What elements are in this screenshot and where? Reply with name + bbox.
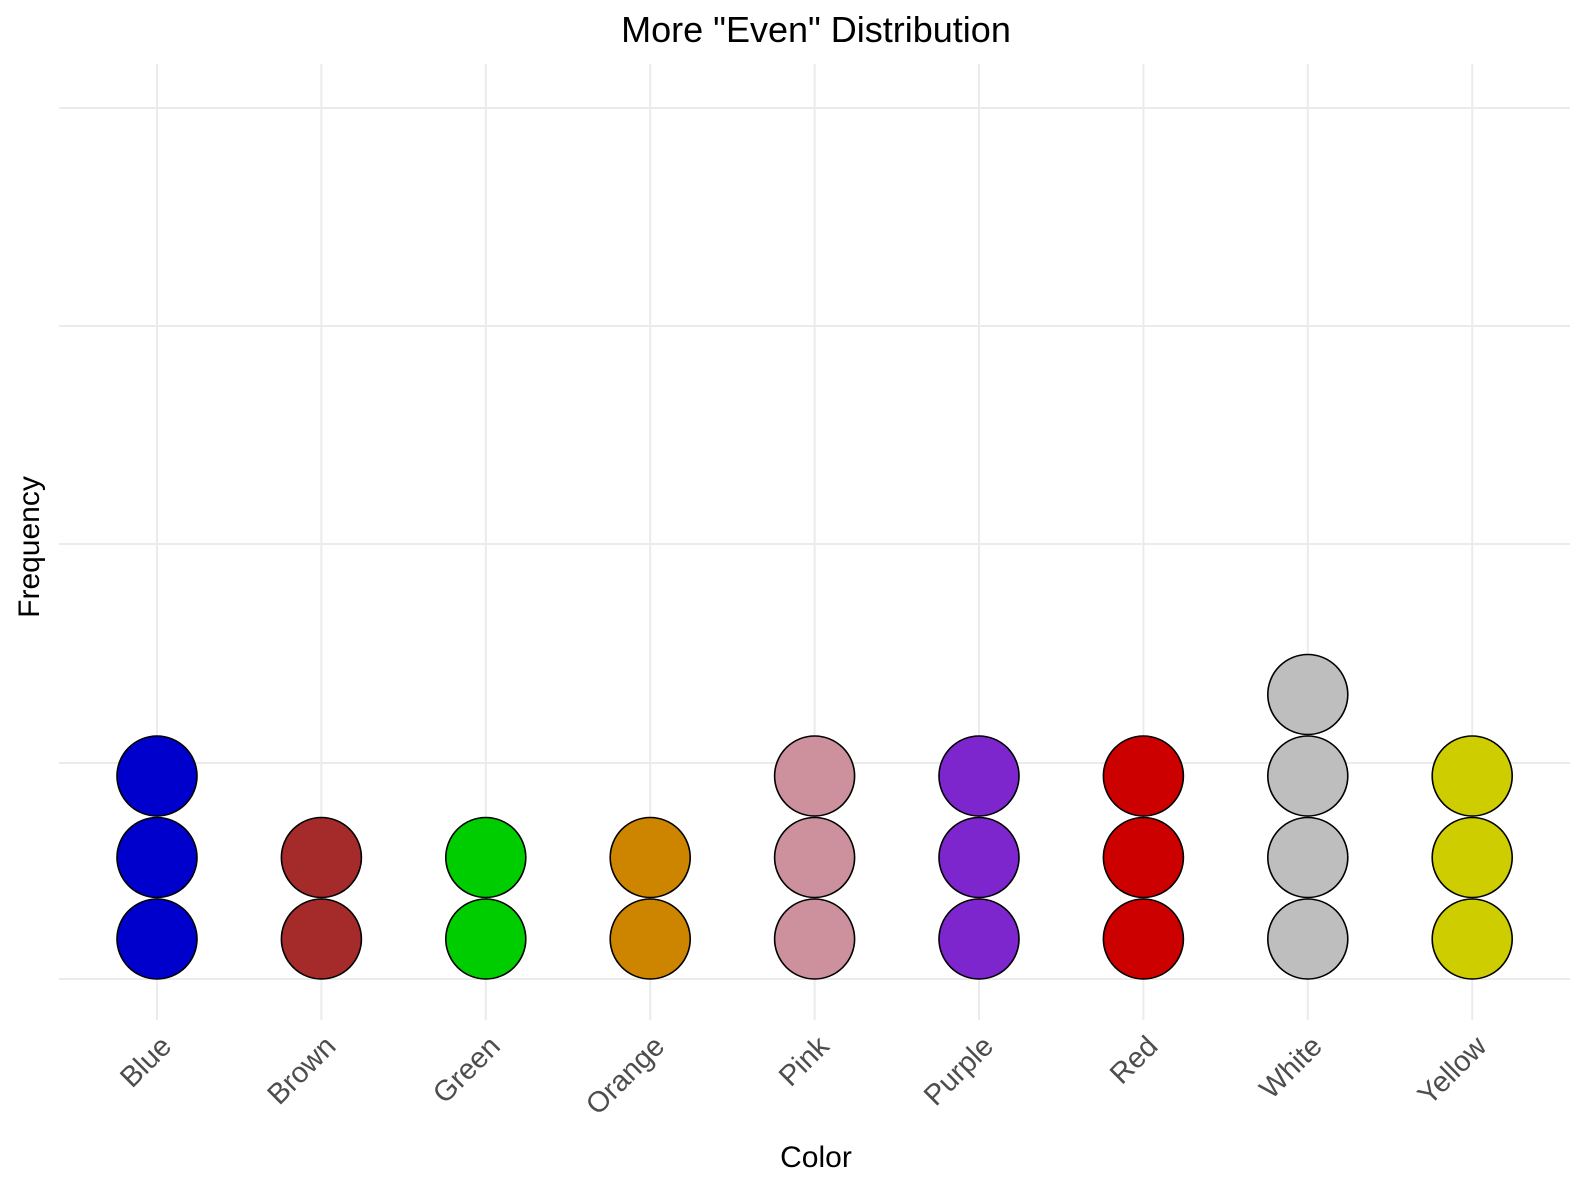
dot-white: [1267, 898, 1349, 980]
x-tick-label: Yellow: [1412, 1030, 1494, 1112]
dot-pink: [773, 898, 856, 980]
x-tick-label: Brown: [262, 1030, 343, 1111]
dot-orange: [609, 816, 692, 899]
x-tick-label: White: [1254, 1030, 1329, 1105]
x-tick-label: Orange: [580, 1030, 671, 1121]
y-axis-title: Frequency: [13, 476, 46, 618]
x-axis-title: Color: [780, 1141, 852, 1174]
dot-blue: [116, 735, 198, 817]
chart-title: More "Even" Distribution: [621, 9, 1011, 50]
dot-green: [444, 898, 527, 980]
dot-orange: [609, 898, 692, 980]
dot-red: [1102, 898, 1185, 980]
dot-white: [1267, 735, 1349, 817]
x-tick-labels: Blue Brown Green Orange Pink Purple Red White Ye…: [114, 1030, 1494, 1122]
dot-purple: [938, 816, 1020, 899]
x-tick-label: Red: [1104, 1030, 1164, 1090]
dot-brown: [280, 816, 363, 899]
dot-yellow: [1431, 898, 1513, 980]
x-tick-label: Purple: [918, 1030, 1000, 1112]
dot-red: [1102, 735, 1185, 817]
x-tick-label: Green: [427, 1030, 507, 1110]
dots-layer: [116, 653, 1513, 980]
dot-white: [1267, 653, 1349, 736]
x-tick-label: Blue: [114, 1030, 178, 1094]
dot-blue: [116, 816, 198, 899]
dot-brown: [280, 898, 363, 980]
dot-purple: [938, 735, 1020, 817]
dot-white: [1267, 816, 1349, 899]
dot-green: [444, 816, 527, 899]
dot-pink: [773, 816, 856, 899]
dot-yellow: [1431, 735, 1513, 817]
dot-purple: [938, 898, 1020, 980]
dot-pink: [773, 735, 856, 817]
x-tick-label: Pink: [773, 1030, 836, 1093]
dot-red: [1102, 816, 1185, 899]
dot-blue: [116, 898, 198, 980]
dot-yellow: [1431, 816, 1513, 899]
